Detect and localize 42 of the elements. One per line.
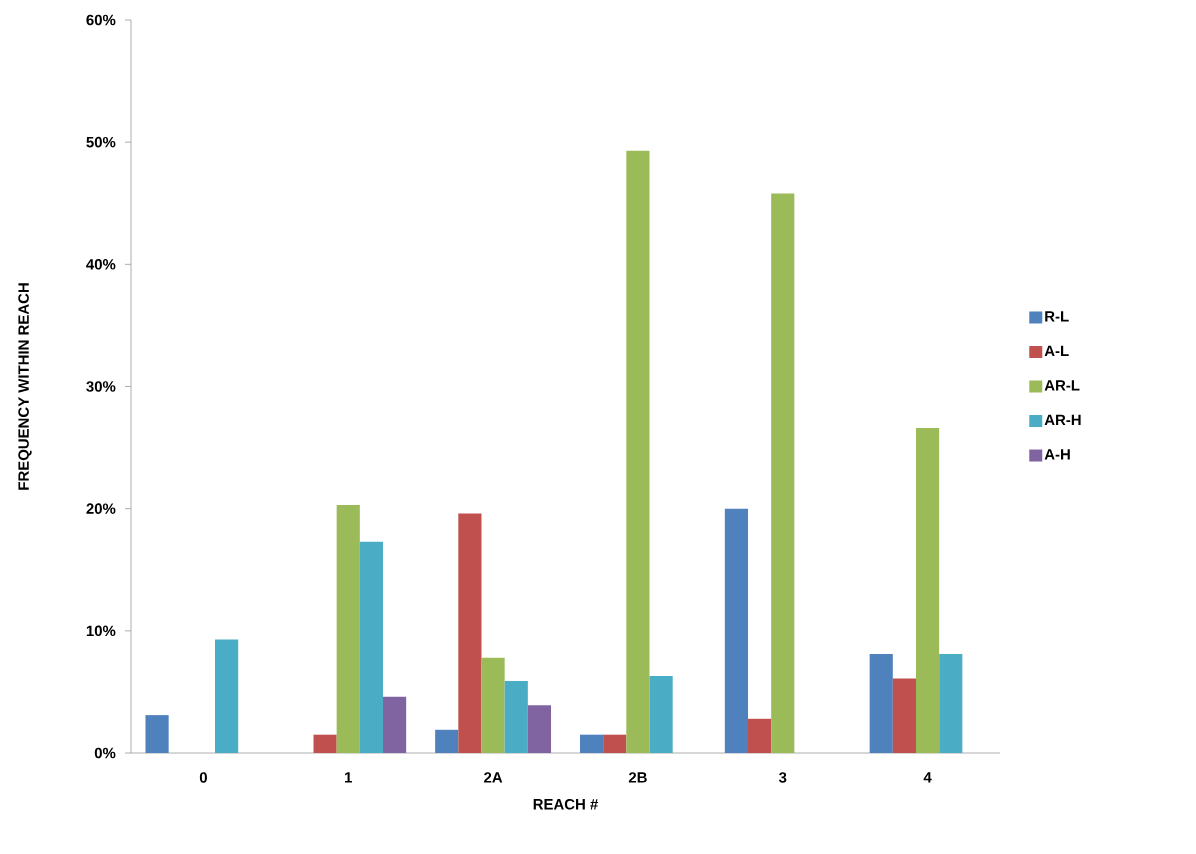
x-tick-label: 4 bbox=[923, 772, 932, 783]
bar bbox=[313, 734, 337, 753]
bar bbox=[504, 680, 528, 753]
x-axis-title: REACH # bbox=[533, 798, 599, 810]
y-tick-label: 50% bbox=[86, 136, 116, 148]
bar bbox=[869, 654, 893, 753]
bar bbox=[579, 734, 604, 753]
legend-label: A-L bbox=[1044, 345, 1069, 357]
bar bbox=[527, 705, 552, 753]
bar bbox=[771, 193, 795, 753]
bar bbox=[336, 505, 360, 753]
x-tick-label: 1 bbox=[345, 772, 352, 783]
y-tick-label: 20% bbox=[86, 503, 116, 514]
y-tick-label: 60% bbox=[86, 14, 116, 26]
bar bbox=[649, 676, 673, 753]
legend-label: AR-L bbox=[1044, 380, 1080, 391]
bar bbox=[458, 513, 482, 753]
bar bbox=[383, 696, 407, 753]
x-tick-label: 0 bbox=[199, 772, 207, 783]
y-tick-label: 10% bbox=[86, 625, 116, 637]
bar bbox=[626, 150, 650, 753]
bar bbox=[145, 715, 169, 753]
bar bbox=[481, 657, 505, 753]
bar bbox=[215, 639, 239, 753]
x-tick-label: 2B bbox=[628, 772, 647, 783]
bar bbox=[747, 718, 772, 753]
legend-label: AR-H bbox=[1044, 414, 1081, 426]
y-axis-title: FREQUENCY WITHIN REACH bbox=[18, 283, 32, 490]
y-tick-label: 30% bbox=[86, 381, 116, 392]
legend-label: A-H bbox=[1044, 449, 1070, 460]
bar bbox=[359, 541, 384, 753]
legend-label: R-L bbox=[1045, 311, 1069, 322]
bar bbox=[939, 654, 963, 753]
bar bbox=[435, 729, 459, 753]
x-tick-label: 2A bbox=[484, 772, 503, 783]
bar bbox=[603, 734, 627, 753]
y-tick-label: 0% bbox=[94, 747, 116, 759]
bar bbox=[892, 678, 916, 753]
bar bbox=[916, 428, 940, 753]
y-tick-label: 40% bbox=[86, 259, 116, 270]
x-tick-label: 3 bbox=[778, 772, 787, 783]
bar bbox=[724, 508, 748, 753]
